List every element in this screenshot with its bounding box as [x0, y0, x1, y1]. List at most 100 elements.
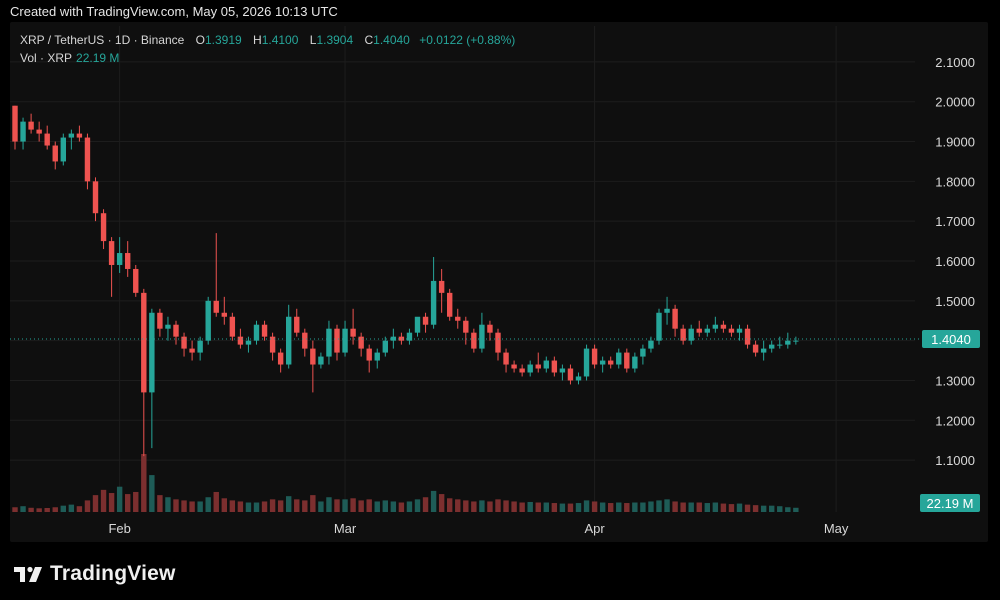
volume-bar	[760, 505, 767, 512]
volume-bar	[769, 505, 775, 512]
volume-bar	[648, 501, 654, 512]
volume-bar	[527, 501, 533, 512]
candle-body	[310, 348, 316, 365]
candle-body	[358, 336, 364, 349]
volume-bar	[559, 503, 566, 512]
candle-body	[221, 312, 227, 317]
candle-body	[438, 280, 445, 293]
tradingview-logo[interactable]: TradingView	[14, 562, 176, 586]
candle-body	[624, 352, 630, 369]
candle-body	[648, 340, 654, 349]
candle-body	[76, 133, 83, 138]
candle-body	[599, 360, 606, 365]
candle	[519, 364, 525, 377]
candle-body	[261, 324, 268, 337]
candle	[591, 344, 598, 369]
candle	[76, 125, 83, 142]
candle-body	[374, 352, 380, 361]
candle	[165, 316, 171, 341]
candle-body	[736, 328, 743, 333]
candle	[511, 360, 517, 373]
candle	[543, 356, 549, 373]
candle	[616, 348, 622, 369]
candle	[696, 320, 702, 337]
x-tick-label: May	[824, 521, 849, 536]
volume-bar	[157, 495, 163, 512]
symbol-label[interactable]: XRP / TetherUS · 1D · Binance	[20, 33, 185, 47]
volume-bar	[688, 502, 694, 512]
volume-bars	[12, 454, 799, 512]
volume-bar	[704, 503, 710, 512]
candle	[503, 348, 509, 373]
open-value: 1.3919	[204, 33, 242, 47]
candle	[712, 316, 719, 333]
close-value: 1.4040	[373, 33, 410, 47]
candle	[479, 312, 485, 353]
candle-body	[551, 360, 558, 373]
candle	[108, 237, 115, 297]
volume-bar	[696, 502, 702, 512]
candle	[28, 113, 34, 134]
volume-bar	[68, 504, 75, 512]
volume-bar	[286, 496, 292, 512]
candle-body	[712, 324, 719, 329]
candle	[567, 364, 574, 385]
candle	[12, 105, 18, 150]
candle	[350, 308, 356, 345]
candle-body	[36, 129, 42, 134]
volume-bar	[44, 507, 50, 512]
volume-bar	[125, 494, 131, 512]
candle	[366, 344, 372, 373]
candle-body	[543, 360, 549, 369]
candle	[640, 344, 646, 365]
candle	[261, 320, 268, 341]
volume-bar	[591, 501, 598, 512]
candle-body	[253, 324, 260, 341]
candle-body	[108, 241, 115, 265]
candle	[624, 348, 630, 373]
volume-bar	[149, 475, 155, 512]
volume-bar	[334, 499, 340, 512]
volume-bar	[712, 502, 719, 512]
volume-bar	[277, 500, 284, 512]
candle	[20, 117, 26, 150]
candle-body	[616, 352, 622, 365]
volume-bar	[495, 499, 501, 512]
candle	[777, 336, 783, 349]
volume-bar	[785, 507, 791, 512]
candle	[310, 340, 316, 393]
candle-body	[52, 145, 58, 162]
candle-body	[720, 324, 727, 329]
candle	[213, 233, 219, 317]
candle	[358, 332, 364, 357]
candle-body	[245, 340, 252, 345]
candle	[608, 356, 614, 369]
svg-text:22.19 M: 22.19 M	[927, 496, 974, 511]
candle-body	[567, 368, 574, 381]
candle	[728, 324, 735, 337]
candle-body	[487, 324, 493, 333]
candle	[181, 332, 187, 357]
candle-body	[213, 300, 219, 313]
close-label: C	[364, 33, 374, 47]
volume-bar	[205, 497, 211, 512]
volume-bar	[261, 501, 268, 512]
candle-body	[157, 312, 163, 329]
candle	[487, 320, 493, 341]
candle	[318, 352, 324, 369]
volume-bar	[100, 489, 107, 512]
volume-value: 22.19 M	[76, 51, 120, 65]
volume-legend: Vol · XRP 22.19 M	[20, 51, 119, 65]
volume-bar	[237, 501, 244, 512]
candle	[447, 288, 453, 321]
volume-bar	[471, 501, 477, 512]
volume-bar	[84, 500, 91, 512]
candle-body	[181, 336, 187, 349]
candle-body	[608, 360, 614, 365]
candle	[559, 364, 566, 381]
last-price-badge: 1.4040	[922, 330, 980, 349]
candle-body	[68, 133, 75, 138]
candle-body	[640, 348, 646, 357]
volume-bar	[294, 499, 300, 512]
